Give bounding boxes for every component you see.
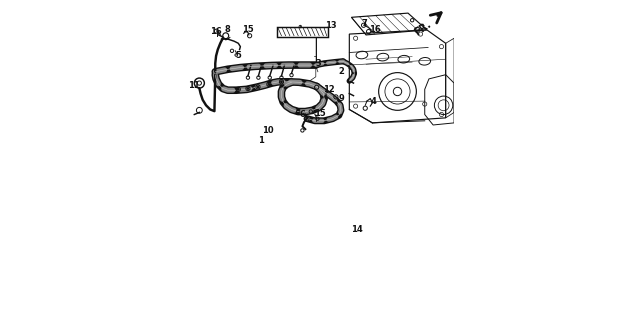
FancyBboxPatch shape bbox=[277, 27, 328, 37]
Circle shape bbox=[257, 86, 259, 88]
Text: 5: 5 bbox=[236, 51, 241, 59]
Text: 14: 14 bbox=[351, 225, 363, 234]
Text: 7: 7 bbox=[361, 19, 367, 28]
Circle shape bbox=[268, 83, 269, 85]
Text: 3: 3 bbox=[315, 59, 321, 68]
Text: 13: 13 bbox=[324, 21, 336, 30]
Text: 16: 16 bbox=[210, 27, 222, 36]
Text: 16: 16 bbox=[369, 25, 380, 34]
Text: 2: 2 bbox=[338, 67, 344, 76]
Text: 10: 10 bbox=[262, 126, 273, 135]
Text: 15: 15 bbox=[314, 109, 326, 118]
Circle shape bbox=[247, 88, 249, 89]
Text: 11: 11 bbox=[188, 81, 199, 90]
Text: 12: 12 bbox=[323, 85, 335, 94]
Text: 1: 1 bbox=[257, 136, 264, 145]
Text: FR.: FR. bbox=[413, 19, 433, 38]
Text: 4: 4 bbox=[371, 97, 376, 106]
Text: 9: 9 bbox=[339, 94, 345, 103]
Text: 15: 15 bbox=[242, 25, 254, 34]
Text: 6: 6 bbox=[300, 110, 305, 119]
Circle shape bbox=[237, 88, 239, 90]
Circle shape bbox=[280, 81, 282, 83]
Text: 8: 8 bbox=[225, 25, 230, 34]
